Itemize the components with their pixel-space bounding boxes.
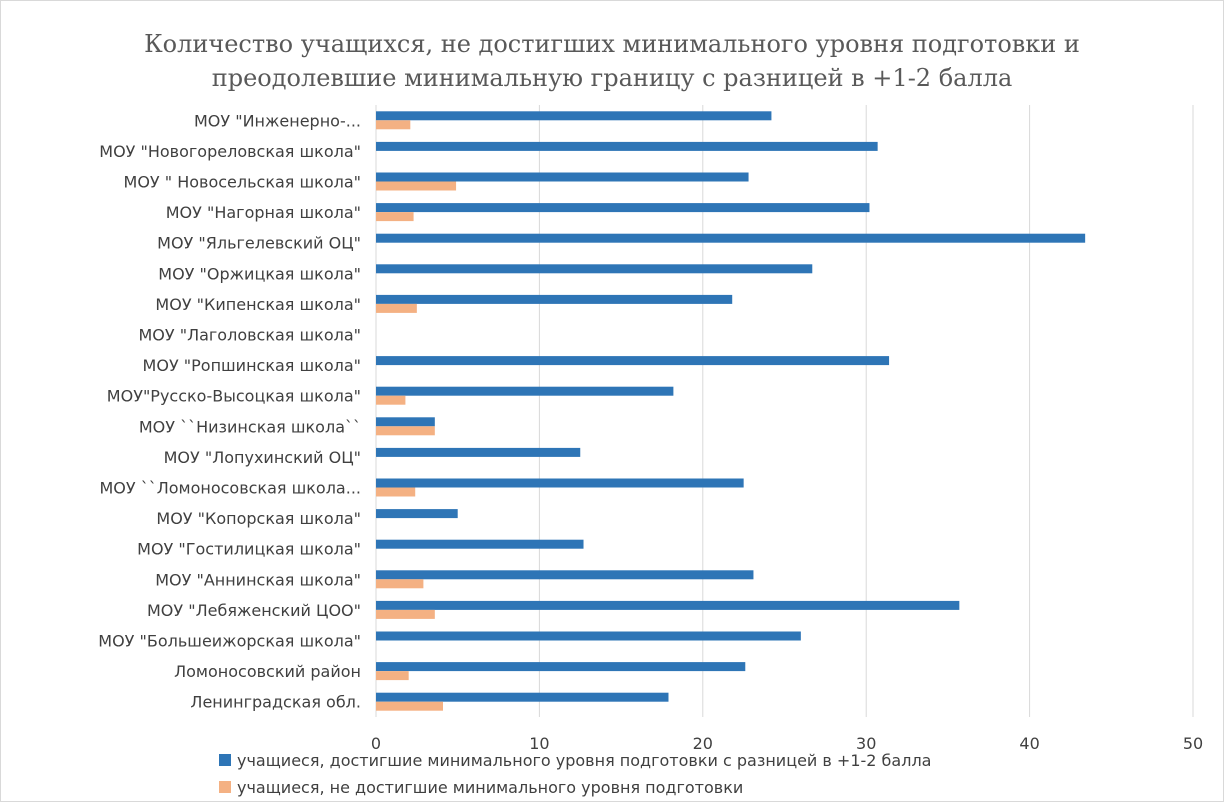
category-label-4: МОУ "Яльгелевский ОЦ" [157, 234, 361, 253]
x-tick-label-2: 20 [693, 734, 713, 753]
bar-series-2-0 [376, 120, 411, 130]
bar-series-1-14 [376, 539, 584, 549]
bar-series-1-12 [376, 478, 744, 488]
bar-series-1-4 [376, 233, 1086, 243]
bar-series-1-6 [376, 294, 733, 304]
category-label-17: МОУ "Большеижорская школа" [98, 632, 361, 651]
bar-series-2-3 [376, 212, 414, 222]
bar-series-1-17 [376, 631, 801, 641]
x-tick-label-3: 30 [856, 734, 876, 753]
bar-series-2-18 [376, 671, 409, 681]
bar-series-2-9 [376, 395, 406, 405]
bar-series-1-19 [376, 692, 669, 702]
bar-series-1-5 [376, 264, 813, 274]
bar-series-2-15 [376, 579, 424, 589]
category-label-19: Ленинградская обл. [190, 693, 361, 712]
bar-series-1-13 [376, 509, 458, 519]
bar-series-2-10 [376, 426, 435, 436]
category-label-16: МОУ "Лебяженский ЦОО" [147, 601, 361, 620]
bars [376, 111, 1086, 711]
legend-label-series-1: учащиеся, достигшие минимального уровня … [237, 751, 931, 770]
bar-series-1-1 [376, 141, 878, 151]
bar-series-1-18 [376, 662, 746, 672]
bar-series-1-16 [376, 600, 960, 610]
bar-series-1-8 [376, 356, 890, 366]
bar-series-2-12 [376, 487, 416, 497]
category-label-2: МОУ " Новосельская школа" [124, 173, 361, 192]
category-label-11: МОУ "Лопухинский ОЦ" [164, 448, 361, 467]
x-axis-ticks: 0 10 20 30 40 50 [371, 734, 1203, 753]
category-label-13: МОУ "Копорская школа" [156, 509, 361, 528]
bar-series-1-11 [376, 447, 581, 457]
category-label-10: МОУ ``Низинская школа`` [139, 417, 361, 436]
bar-series-1-10 [376, 417, 435, 427]
legend: учащиеся, достигшие минимального уровня … [219, 751, 931, 797]
bar-series-1-0 [376, 111, 772, 121]
category-labels: МОУ "Инженерно-... МОУ "Новогореловская ш… [98, 111, 361, 711]
bar-series-1-3 [376, 203, 870, 213]
x-tick-label-4: 40 [1019, 734, 1039, 753]
category-label-1: МОУ "Новогореловская школа" [99, 142, 361, 161]
gridlines [375, 105, 1194, 717]
bar-series-1-9 [376, 386, 674, 396]
bar-series-2-19 [376, 701, 443, 711]
bar-series-2-16 [376, 609, 435, 619]
category-label-9: МОУ"Русско-Высоцкая школа" [107, 387, 361, 406]
x-tick-label-1: 10 [529, 734, 549, 753]
x-tick-label-5: 50 [1183, 734, 1203, 753]
x-tick-label-0: 0 [371, 734, 381, 753]
category-label-0: МОУ "Инженерно-... [194, 111, 361, 130]
category-label-8: МОУ "Ропшинская школа" [143, 356, 361, 375]
bar-series-2-6 [376, 303, 417, 313]
category-label-12: МОУ ``Ломоносовская школа... [99, 479, 361, 498]
bar-series-1-15 [376, 570, 754, 580]
category-label-6: МОУ "Кипенская школа" [155, 295, 361, 314]
category-label-18: Ломоносовский район [174, 662, 361, 681]
bar-series-2-2 [376, 181, 457, 191]
category-label-3: МОУ "Нагорная школа" [166, 203, 361, 222]
legend-swatch-series-1 [219, 754, 231, 766]
legend-label-series-2: учащиеся, не достигшие минимального уров… [237, 778, 743, 797]
chart-title-line-2: преодолевшие минимальную границу с разни… [212, 64, 1013, 92]
category-label-5: МОУ "Оржицкая школа" [158, 264, 361, 283]
bar-series-1-2 [376, 172, 749, 182]
category-label-7: МОУ "Лаголовская школа" [138, 326, 361, 345]
category-label-15: МОУ "Аннинская школа" [155, 570, 361, 589]
category-label-14: МОУ "Гостилицкая школа" [137, 540, 361, 559]
chart-title-line-1: Количество учащихся, не достигших минима… [144, 30, 1080, 58]
legend-swatch-series-2 [219, 781, 231, 793]
